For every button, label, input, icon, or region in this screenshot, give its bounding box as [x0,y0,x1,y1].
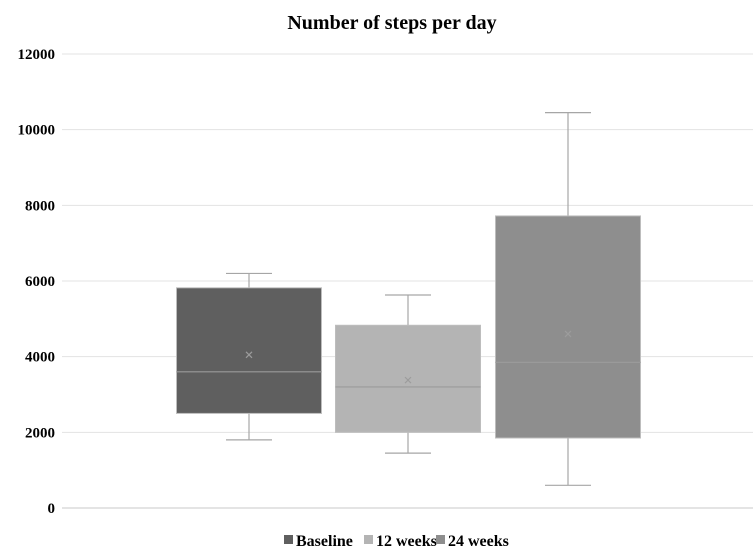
iqr-box [176,287,322,414]
box-baseline [176,272,322,441]
legend-label: 24 weeks [448,533,509,550]
iqr-box [335,324,481,433]
y-tick-label-6000: 6000 [25,274,55,290]
plot-area [176,112,641,486]
y-tick-label-8000: 8000 [25,198,55,214]
chart-title: Number of steps per day [287,12,496,34]
legend-label: 12 weeks [376,533,437,550]
y-tick-label-12000: 12000 [18,47,56,63]
y-tick-label-4000: 4000 [25,350,55,366]
y-axis: 0 2000 4000 6000 8000 10000 12000 [18,47,56,517]
legend-label: Baseline [296,533,353,550]
y-tick-label-0: 0 [48,501,56,517]
mean-marker [564,330,572,338]
mean-marker [404,376,412,384]
mean-marker-stroke-b [404,376,412,384]
legend-item-24-weeks: 24 weeks [436,533,509,550]
legend-item-12-weeks: 12 weeks [364,533,437,550]
legend-swatch [436,535,445,544]
legend: Baseline 12 weeks 24 weeks [284,533,509,550]
y-tick-label-2000: 2000 [25,425,55,441]
legend-item-baseline: Baseline [284,533,353,550]
box-24-weeks [495,112,641,486]
mean-marker [245,351,253,359]
legend-swatch [364,535,373,544]
y-tick-label-10000: 10000 [18,123,56,139]
iqr-box [495,215,641,439]
mean-marker-stroke-b [245,351,253,359]
box-12-weeks [335,294,481,454]
legend-swatch [284,535,293,544]
mean-marker-stroke-b [564,330,572,338]
